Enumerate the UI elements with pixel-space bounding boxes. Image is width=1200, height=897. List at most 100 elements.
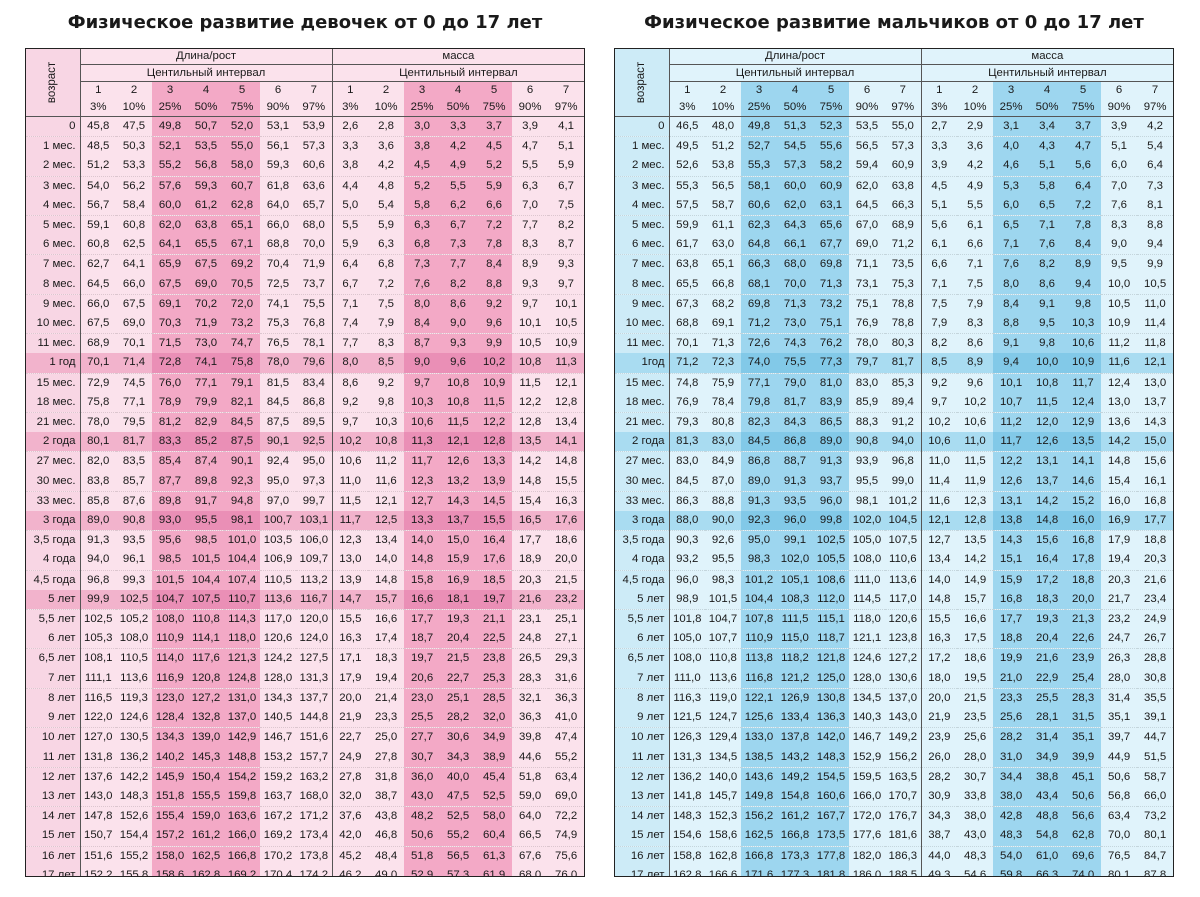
table-row: 18 мес. 76,9 78,4 79,8 81,7 83,9 85,9 89,4 9,7 10… <box>615 392 1173 414</box>
length-value: 119,0 <box>709 691 737 704</box>
age-cell: 30 мес. <box>26 471 81 492</box>
table-row: 1год 71,2 72,3 74,0 75,5 77,3 79,7 81,7 8,5 8,9 9,… <box>615 353 1173 374</box>
mass-value: 7,5 <box>548 195 584 217</box>
mass-value: 24,7 <box>1101 629 1138 650</box>
mass-value: 6,5 <box>1029 195 1066 217</box>
length-value: 126,3 <box>672 731 702 744</box>
mass-value: 23,2 <box>548 589 584 611</box>
length-value: 145,3 <box>188 747 224 768</box>
age-cell: 27 мес. <box>615 451 670 472</box>
age-cell: 13 лет <box>26 786 81 808</box>
mass-value: 7,2 <box>1065 195 1102 217</box>
length-value: 110,8 <box>188 609 224 630</box>
length-value: 71,3 <box>813 274 849 295</box>
table-row: 8 мес. 65,5 66,8 68,1 70,0 71,3 73,1 75,3 7,1 7,5… <box>615 274 1173 295</box>
age-cell: 12 лет <box>615 767 670 787</box>
mass-value: 50,6 <box>404 826 441 847</box>
mass-value: 60,4 <box>476 826 513 847</box>
mass-value: 38,8 <box>1029 767 1066 787</box>
length-value: 71,9 <box>188 314 224 335</box>
mass-value: 13,7 <box>1029 471 1066 492</box>
centile-percent: 50% <box>440 99 477 117</box>
length-value: 92,3 <box>741 511 777 532</box>
length-value: 80,1 <box>80 432 116 453</box>
mass-value: 6,3 <box>404 215 441 236</box>
mass-value: 13,0 <box>1144 376 1167 389</box>
mass-value: 56,8 <box>1101 786 1138 808</box>
mass-value: 21,4 <box>374 691 398 704</box>
mass-value: 14,8 <box>1029 511 1066 532</box>
mass-value: 12,1 <box>374 494 398 507</box>
length-value: 63,8 <box>885 176 922 196</box>
length-value: 65,5 <box>188 235 224 256</box>
mass-value: 13,9 <box>476 471 513 492</box>
mass-value: 44,9 <box>1101 747 1138 768</box>
length-value: 66,0 <box>116 274 152 295</box>
length-value: 117,6 <box>188 648 224 669</box>
mass-value: 3,6 <box>967 140 983 153</box>
mass-value: 10,6 <box>963 416 987 429</box>
mass-value: 17,7 <box>518 534 542 547</box>
length-value: 149,8 <box>741 786 777 808</box>
length-value: 152,6 <box>119 810 149 823</box>
mass-value: 43,4 <box>1029 786 1066 808</box>
length-value: 159,2 <box>263 770 293 783</box>
length-value: 91,3 <box>87 534 110 547</box>
centile-number: 7 <box>562 84 570 96</box>
mass-value: 18,1 <box>440 589 477 611</box>
age-cell: 3 мес. <box>26 176 81 196</box>
table-row: 14 лет 147,8 152,6 155,4 159,0 163,6 167,2 171,… <box>26 806 584 827</box>
mass-value: 12,3 <box>963 494 987 507</box>
length-value: 159,0 <box>188 806 224 827</box>
length-value: 103,1 <box>296 511 333 532</box>
age-cell: 3 года <box>26 511 81 532</box>
length-value: 87,0 <box>705 471 741 492</box>
length-value: 75,3 <box>260 314 296 335</box>
age-cell: 7 мес. <box>26 254 81 275</box>
mass-value: 32,0 <box>332 786 369 808</box>
length-value: 61,2 <box>188 195 224 217</box>
mass-value: 5,1 <box>1029 156 1066 177</box>
length-value: 110,9 <box>152 629 188 650</box>
length-value: 73,5 <box>885 254 922 275</box>
length-value: 156,2 <box>741 806 777 827</box>
mass-value: 6,8 <box>404 235 441 256</box>
length-value: 124,0 <box>296 629 333 650</box>
mass-value: 9,6 <box>476 314 513 335</box>
mass-value: 73,2 <box>1144 810 1167 823</box>
mass-value: 11,7 <box>993 432 1030 453</box>
mass-value: 5,5 <box>440 176 477 196</box>
mass-value: 7,6 <box>1101 195 1138 217</box>
mass-value: 47,4 <box>555 731 578 744</box>
centile-number: 6 <box>1115 84 1123 96</box>
length-value: 118,0 <box>224 629 260 650</box>
length-value: 72,6 <box>741 333 777 354</box>
length-value: 58,1 <box>741 176 777 196</box>
mass-value: 11,6 <box>368 471 405 492</box>
length-value: 123,8 <box>885 629 922 650</box>
mass-value: 50,6 <box>1065 786 1102 808</box>
length-value: 85,9 <box>849 392 885 414</box>
length-value: 69,1 <box>705 314 741 335</box>
mass-value: 8,6 <box>440 294 477 315</box>
mass-value: 22,5 <box>476 629 513 650</box>
table-row: 5 мес. 59,1 60,8 62,0 63,8 65,1 66,0 68,0 5,5 5,9… <box>26 215 584 236</box>
length-value: 95,5 <box>849 471 885 492</box>
mass-value: 3,7 <box>476 116 513 138</box>
mass-value: 16,9 <box>1101 511 1138 532</box>
age-cell: 5,5 лет <box>615 609 670 630</box>
mass-value: 52,9 <box>404 865 441 876</box>
centile-percent: 90% <box>260 99 296 117</box>
mass-value: 48,3 <box>963 849 987 862</box>
table-row: 15 мес. 74,8 75,9 77,1 79,0 81,0 83,0 85,3 9,2 9,… <box>615 373 1173 393</box>
length-value: 81,7 <box>885 353 922 374</box>
mass-value: 8,6 <box>967 337 983 350</box>
table-row: 27 мес. 83,0 84,9 86,8 88,7 91,3 93,9 96,8 11,0 1… <box>615 451 1173 472</box>
mass-value: 9,1 <box>1029 294 1066 315</box>
mass-value: 10,5 <box>518 337 542 350</box>
centile-percent: 3% <box>332 99 369 117</box>
length-value: 157,7 <box>296 747 333 768</box>
length-value: 99,1 <box>777 530 813 551</box>
mass-value: 6,1 <box>967 219 983 232</box>
length-value: 95,6 <box>152 530 188 551</box>
